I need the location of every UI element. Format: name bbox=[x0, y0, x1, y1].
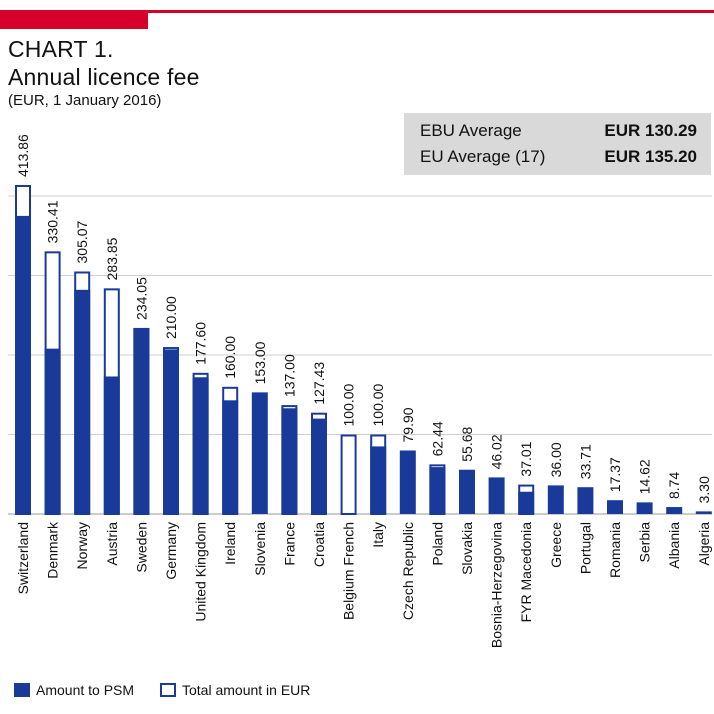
value-label-2: 305.07 bbox=[74, 220, 90, 263]
value-label-20: 17.37 bbox=[607, 457, 623, 492]
legend-label-total: Total amount in EUR bbox=[182, 682, 311, 698]
bar-psm-22 bbox=[666, 507, 683, 514]
ebu-average-value: EUR 130.29 bbox=[604, 121, 697, 140]
category-label-12: Italy bbox=[370, 522, 386, 548]
bar-psm-13 bbox=[399, 450, 416, 514]
bar-psm-10 bbox=[311, 418, 327, 514]
category-label-4: Sweden bbox=[133, 522, 149, 573]
category-label-8: Slovenia bbox=[252, 522, 268, 576]
value-label-11: 100.00 bbox=[341, 383, 357, 426]
eu-average-row: EU Average (17) EUR 135.20 bbox=[420, 147, 697, 173]
category-label-5: Germany bbox=[163, 522, 179, 580]
category-label-2: Norway bbox=[74, 522, 90, 569]
category-label-18: Greece bbox=[548, 522, 564, 568]
value-label-5: 210.00 bbox=[163, 296, 179, 339]
category-label-7: Ireland bbox=[222, 522, 238, 565]
value-label-4: 234.05 bbox=[133, 277, 149, 320]
value-label-17: 37.01 bbox=[518, 441, 534, 476]
category-label-13: Czech Republic bbox=[400, 522, 416, 620]
bar-psm-1 bbox=[44, 348, 61, 514]
bar-psm-17 bbox=[518, 491, 535, 514]
category-label-1: Denmark bbox=[45, 521, 61, 579]
bar-total-11 bbox=[340, 434, 357, 515]
category-label-0: Switzerland bbox=[15, 522, 31, 594]
bar-psm-23 bbox=[695, 511, 712, 514]
value-label-6: 177.60 bbox=[193, 322, 209, 365]
category-label-16: Bosnia-Herzegovina bbox=[489, 522, 505, 648]
bar-psm-2 bbox=[74, 289, 91, 514]
eu-average-label: EU Average (17) bbox=[420, 147, 546, 166]
category-label-14: Poland bbox=[429, 522, 445, 566]
category-label-17: FYR Macedonia bbox=[518, 522, 534, 623]
category-label-15: Slovakia bbox=[459, 522, 475, 575]
bar-psm-6 bbox=[192, 377, 209, 514]
value-label-22: 8.74 bbox=[666, 472, 682, 499]
value-label-23: 3.30 bbox=[696, 476, 712, 503]
value-label-0: 413.86 bbox=[15, 134, 31, 177]
bar-psm-19 bbox=[577, 487, 594, 514]
legend-label-psm: Amount to PSM bbox=[36, 682, 135, 698]
category-label-11: Belgium French bbox=[341, 522, 357, 620]
category-label-10: Croatia bbox=[311, 522, 327, 567]
value-label-18: 36.00 bbox=[548, 442, 564, 477]
chart-title: Annual licence fee bbox=[8, 64, 200, 90]
category-label-6: United Kingdom bbox=[193, 522, 209, 622]
bar-psm-14 bbox=[429, 467, 446, 514]
value-label-21: 14.62 bbox=[637, 459, 653, 494]
chart-subtitle: (EUR, 1 January 2016) bbox=[8, 92, 162, 109]
value-label-9: 137.00 bbox=[281, 354, 297, 397]
value-label-14: 62.44 bbox=[429, 421, 445, 456]
legend-swatch-psm bbox=[14, 683, 30, 697]
bar-psm-3 bbox=[103, 376, 120, 514]
bar-psm-16 bbox=[488, 477, 505, 514]
value-label-13: 79.90 bbox=[400, 407, 416, 442]
ebu-average-row: EBU Average EUR 130.29 bbox=[420, 121, 697, 147]
value-label-12: 100.00 bbox=[370, 383, 386, 426]
bar-psm-7 bbox=[222, 400, 239, 514]
chart-number: CHART 1. bbox=[8, 36, 114, 62]
bar-psm-18 bbox=[547, 485, 564, 514]
bar-psm-21 bbox=[636, 502, 653, 514]
bar-psm-8 bbox=[251, 392, 268, 514]
bar-psm-0 bbox=[15, 215, 31, 514]
bar-psm-5 bbox=[163, 349, 179, 514]
header-rule bbox=[0, 10, 714, 13]
bar-psm-12 bbox=[370, 446, 387, 514]
header-accent-block bbox=[0, 13, 148, 29]
value-label-7: 160.00 bbox=[222, 336, 238, 379]
category-label-19: Portugal bbox=[577, 522, 593, 574]
value-label-15: 55.68 bbox=[459, 426, 475, 461]
averages-box: EBU Average EUR 130.29 EU Average (17) E… bbox=[404, 113, 711, 175]
category-label-22: Albania bbox=[666, 522, 682, 569]
legend-item-total: Total amount in EUR bbox=[160, 682, 310, 698]
category-label-21: Serbia bbox=[637, 522, 653, 563]
value-label-16: 46.02 bbox=[489, 434, 505, 469]
eu-average-value: EUR 135.20 bbox=[604, 147, 697, 166]
bar-psm-9 bbox=[281, 408, 298, 514]
value-label-19: 33.71 bbox=[577, 444, 593, 479]
value-label-10: 127.43 bbox=[311, 362, 327, 405]
category-label-23: Algeria bbox=[696, 522, 712, 566]
legend-swatch-total bbox=[160, 683, 176, 697]
value-label-3: 283.85 bbox=[104, 237, 120, 280]
legend-item-psm: Amount to PSM bbox=[14, 682, 134, 698]
bar-psm-15 bbox=[459, 469, 475, 514]
bar-psm-4 bbox=[133, 327, 150, 514]
ebu-average-label: EBU Average bbox=[420, 121, 522, 140]
value-label-8: 153.00 bbox=[252, 341, 268, 384]
value-label-1: 330.41 bbox=[45, 200, 61, 243]
category-label-20: Romania bbox=[607, 522, 623, 578]
category-label-9: France bbox=[281, 522, 297, 566]
category-label-3: Austria bbox=[104, 522, 120, 566]
bar-psm-20 bbox=[607, 500, 623, 514]
